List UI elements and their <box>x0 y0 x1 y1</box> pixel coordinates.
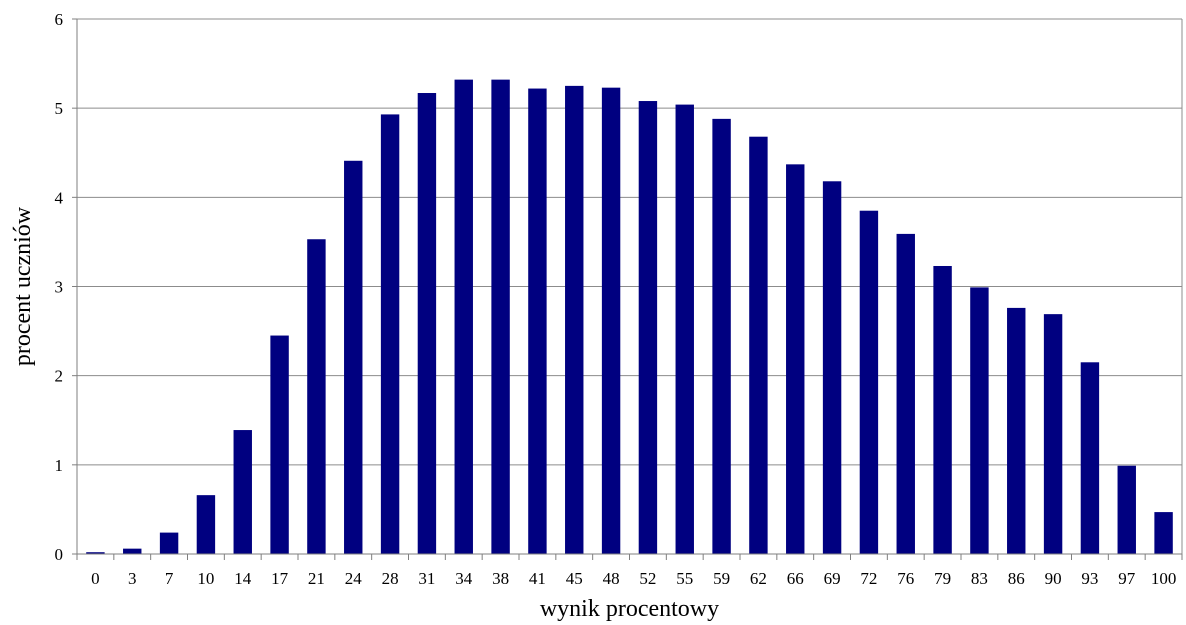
bar <box>970 287 989 554</box>
x-tick-label: 100 <box>1151 569 1177 588</box>
x-tick-label: 17 <box>271 569 289 588</box>
bar <box>344 160 363 554</box>
bar <box>1043 314 1063 554</box>
x-tick-label: 21 <box>308 569 325 588</box>
x-tick-label: 93 <box>1081 569 1098 588</box>
bar <box>712 118 731 554</box>
bar <box>233 430 252 554</box>
bar-series <box>86 79 1173 555</box>
bar <box>196 495 216 554</box>
y-axis-title: procent uczniów <box>10 206 36 366</box>
bar <box>896 233 915 554</box>
bar <box>1007 307 1026 554</box>
bar <box>491 79 510 554</box>
bar <box>933 265 952 554</box>
y-tick-label: 6 <box>55 10 64 29</box>
y-tick-label: 1 <box>55 456 64 475</box>
bar <box>159 532 179 554</box>
y-axis-tick-labels: 0 1 2 3 4 5 6 <box>55 10 64 564</box>
x-tick-label: 62 <box>750 569 767 588</box>
bar <box>270 335 289 554</box>
bar <box>638 101 658 555</box>
x-tick-label: 10 <box>197 569 214 588</box>
x-axis-title: wynik procentowy <box>540 596 719 622</box>
x-tick-label: 45 <box>566 569 583 588</box>
x-tick-label: 7 <box>165 569 174 588</box>
bar <box>1117 465 1136 554</box>
bar <box>417 93 437 554</box>
x-tick-label: 66 <box>787 569 804 588</box>
x-tick-label: 86 <box>1008 569 1025 588</box>
x-tick-label: 97 <box>1118 569 1136 588</box>
bar <box>601 87 621 555</box>
x-tick-label: 38 <box>492 569 509 588</box>
bar <box>675 104 694 554</box>
x-tick-label: 41 <box>529 569 546 588</box>
x-tick-label: 55 <box>676 569 693 588</box>
x-tick-label: 48 <box>603 569 620 588</box>
x-tick-label: 76 <box>897 569 914 588</box>
x-tick-label: 14 <box>234 569 252 588</box>
x-tick-label: 34 <box>455 569 473 588</box>
y-tick-label: 5 <box>55 99 64 118</box>
bar <box>86 552 105 554</box>
bar <box>822 181 842 555</box>
bar <box>859 210 879 555</box>
gridlines <box>77 18 1183 554</box>
x-tick-label: 79 <box>934 569 951 588</box>
bar <box>528 88 547 555</box>
x-tick-label: 83 <box>971 569 988 588</box>
bar <box>454 79 473 554</box>
axes <box>72 18 1183 560</box>
bar <box>786 164 805 554</box>
x-tick-label: 3 <box>128 569 137 588</box>
bar <box>1154 512 1173 554</box>
x-tick-label: 90 <box>1045 569 1062 588</box>
bar <box>565 85 584 554</box>
x-tick-label: 31 <box>418 569 435 588</box>
bar <box>307 239 326 554</box>
y-tick-label: 4 <box>55 188 64 207</box>
x-tick-label: 24 <box>345 569 363 588</box>
x-tick-label: 52 <box>639 569 656 588</box>
bar <box>1080 362 1100 554</box>
x-tick-label: 69 <box>824 569 841 588</box>
bar <box>749 136 768 554</box>
y-tick-label: 0 <box>55 545 64 564</box>
x-tick-label: 72 <box>860 569 877 588</box>
x-tick-label: 0 <box>91 569 100 588</box>
bar <box>123 548 142 554</box>
y-tick-label: 3 <box>55 278 64 297</box>
x-tick-label: 59 <box>713 569 730 588</box>
x-tick-label: 28 <box>382 569 399 588</box>
x-axis-tick-labels: 0 3 7 10 14 17 21 24 28 31 34 38 41 45 48 52 55 59 62 66 69 7… <box>91 569 1176 588</box>
y-tick-label: 2 <box>55 367 64 386</box>
bar <box>380 114 400 555</box>
